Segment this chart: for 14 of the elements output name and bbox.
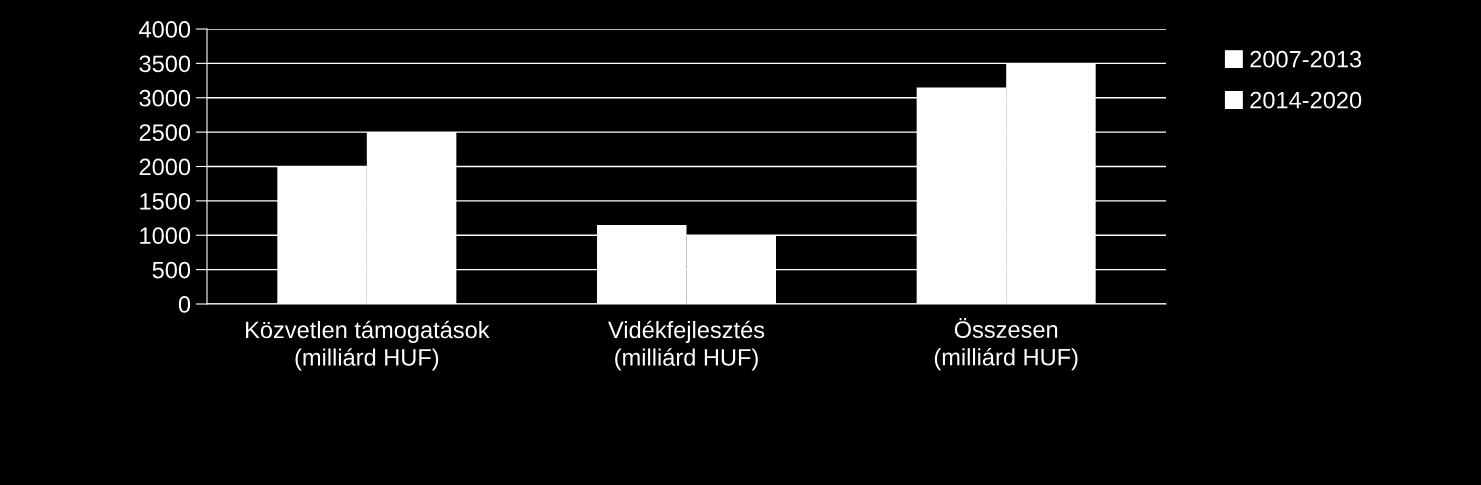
x-tick-label: Közvetlen támogatások (milliárd HUF) [246, 320, 490, 371]
y-tick-label: 1000 [140, 227, 191, 245]
y-tick-label: 3000 [139, 89, 191, 107]
x-tick-label: Összesen (milliárd HUF) [934, 318, 1078, 371]
legend-label: 2014-2020 [1250, 91, 1362, 109]
y-tick-label: 1500 [140, 192, 191, 210]
y-tick-label: 500 [152, 261, 191, 279]
y-tick-label: 4000 [139, 21, 191, 38]
y-tick-label: 0 [178, 296, 191, 313]
y-tick-label: 2500 [139, 124, 191, 141]
y-tick-label: 2000 [139, 158, 191, 176]
x-tick-label: Vidékfejlesztés (milliárd HUF) [608, 320, 765, 371]
legend-label: 2007-2013 [1250, 50, 1362, 68]
y-tick-label: 3500 [139, 55, 191, 73]
